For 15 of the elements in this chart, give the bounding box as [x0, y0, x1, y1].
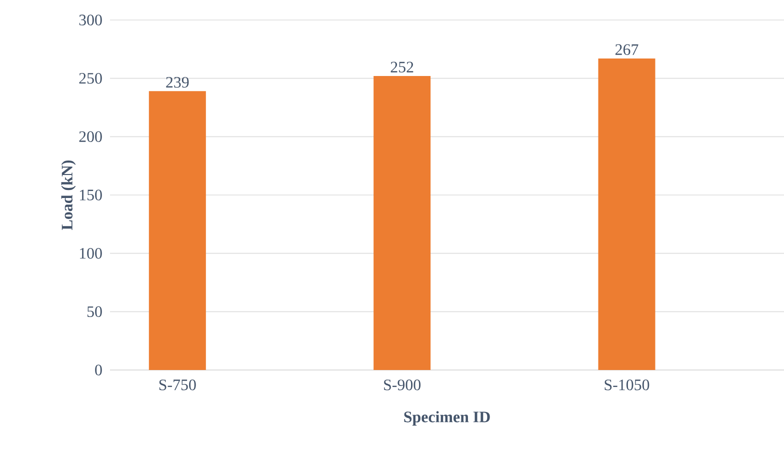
y-axis-title: Load (kN): [61, 160, 76, 230]
data-label: 252: [390, 62, 414, 72]
y-tick-label: 100: [80, 248, 102, 259]
x-tick-label: S-750: [159, 380, 196, 390]
data-label: 267: [615, 44, 638, 55]
y-tick-label: 150: [80, 190, 102, 200]
x-axis-title: Specimen ID: [404, 411, 490, 426]
y-tick-label: 200: [79, 131, 102, 142]
y-tick-label: 0: [95, 364, 102, 376]
y-tick-label: 50: [87, 306, 102, 318]
x-tick-label: S-1050: [604, 380, 650, 390]
y-tick-label: 300: [79, 14, 102, 26]
x-tick-label: S-900: [384, 380, 420, 390]
y-tick-label: 250: [79, 72, 102, 84]
data-label: 239: [166, 76, 189, 88]
